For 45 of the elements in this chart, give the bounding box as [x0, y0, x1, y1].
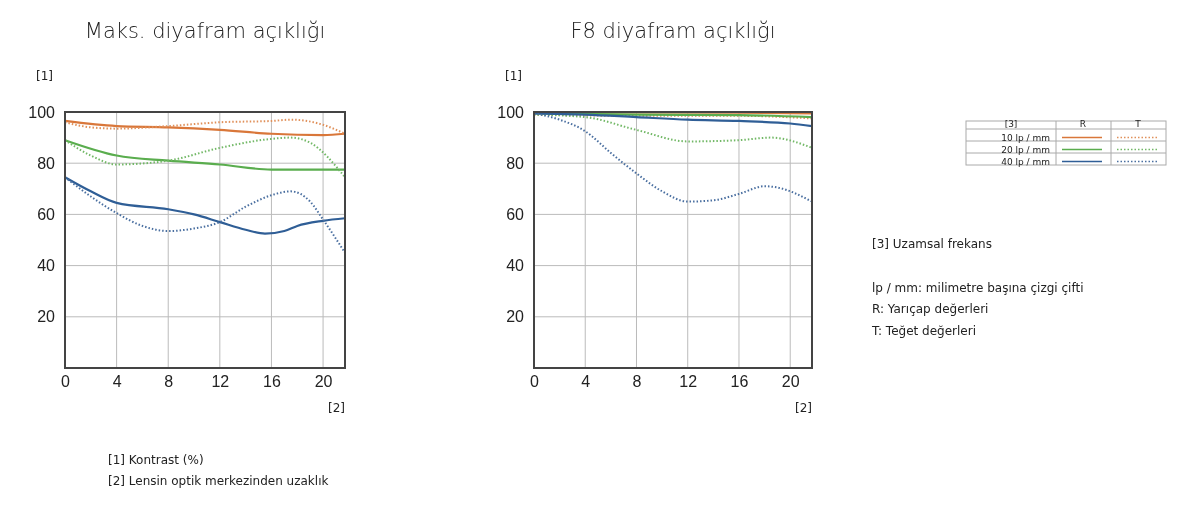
y-tick-label: 100 — [497, 103, 525, 121]
x-tick-label: 0 — [530, 373, 540, 391]
x-tick-label: 8 — [164, 373, 174, 391]
text: [2] Lensin optik merkezinden uzaklık — [108, 474, 329, 488]
y-tick-label: 100 — [28, 103, 56, 121]
chart-title: Maks. diyafram açıklığı — [84, 19, 326, 43]
legend-label: 10 lp / mm — [1001, 132, 1050, 143]
x-axis-title: [2] — [328, 401, 345, 415]
y-axis-title: [1] — [505, 69, 522, 83]
text: T: Teğet değerleri — [871, 324, 976, 338]
x-tick-label: 20 — [314, 373, 333, 391]
y-tick-label: 40 — [37, 257, 56, 275]
text: R — [1079, 119, 1087, 129]
text: [1] Kontrast (%) — [108, 453, 204, 467]
text: T — [1134, 119, 1142, 129]
text: [3] Uzamsal frekans — [872, 237, 992, 251]
x-tick-label: 8 — [632, 373, 642, 391]
legend-title: [3] — [1004, 119, 1018, 129]
x-tick-label: 4 — [112, 373, 122, 391]
line-series — [63, 139, 347, 171]
x-tick-label: 0 — [61, 373, 71, 391]
legend-label: 20 lp / mm — [1001, 144, 1050, 155]
x-tick-label: 20 — [781, 373, 800, 391]
text: R: Yarıçap değerleri — [872, 302, 989, 316]
y-tick-label: 60 — [506, 206, 525, 224]
y-tick-label: 20 — [506, 308, 525, 326]
text: lp / mm: milimetre başına çizgi çifti — [872, 281, 1084, 295]
line-series — [64, 136, 346, 179]
y-tick-label: 60 — [37, 206, 56, 224]
y-tick-label: 40 — [506, 257, 525, 275]
line-series — [64, 176, 346, 254]
x-tick-label: 12 — [679, 373, 698, 391]
legend-label: 40 lp / mm — [1001, 156, 1050, 167]
x-tick-label: 16 — [730, 373, 749, 391]
y-tick-label: 20 — [37, 308, 56, 326]
x-axis-title: [2] — [795, 401, 812, 415]
line-series — [532, 112, 814, 128]
x-tick-label: 12 — [211, 373, 230, 391]
x-tick-label: 4 — [581, 373, 591, 391]
x-tick-label: 16 — [263, 373, 281, 391]
chart-title: F8 diyafram açıklığı — [570, 19, 776, 43]
y-axis-title: [1] — [36, 69, 53, 83]
line-series — [63, 176, 347, 235]
y-tick-label: 80 — [506, 154, 525, 172]
y-tick-label: 80 — [37, 154, 56, 172]
